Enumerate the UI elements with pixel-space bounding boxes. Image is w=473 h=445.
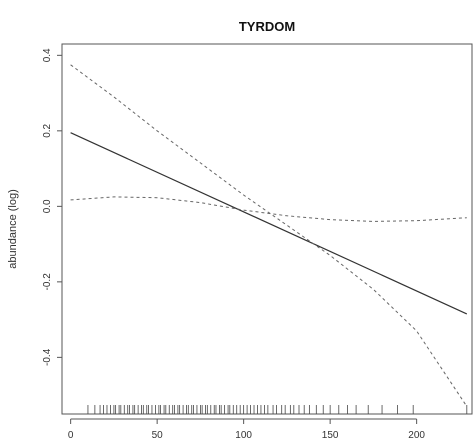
y-axis-label: abundance (log): [7, 189, 19, 269]
series-layer: [70, 64, 468, 407]
y-tick-label: -0.2: [42, 273, 53, 291]
x-tick-label: 0: [68, 430, 74, 441]
x-tick-label: 150: [322, 430, 339, 441]
series-lower-band: [70, 196, 467, 222]
chart-title: TYRDOM: [239, 19, 295, 34]
y-tick-label: 0.0: [42, 199, 53, 213]
y-tick-label: 0.4: [42, 48, 53, 62]
x-axis: 0 50 100 150 200: [68, 418, 425, 441]
y-tick-label: 0.2: [42, 123, 53, 137]
x-tick-label: 50: [152, 430, 164, 441]
y-tick-label: -0.4: [42, 348, 53, 366]
x-tick-label: 100: [235, 430, 252, 441]
series-upper-band: [70, 64, 468, 407]
plot-frame: [61, 43, 473, 415]
y-axis: -0.4 -0.2 0.0 0.2 0.4: [42, 48, 62, 366]
rug-layer: [87, 405, 468, 414]
series-fit-line: [70, 132, 468, 315]
x-tick-label: 200: [408, 430, 425, 441]
